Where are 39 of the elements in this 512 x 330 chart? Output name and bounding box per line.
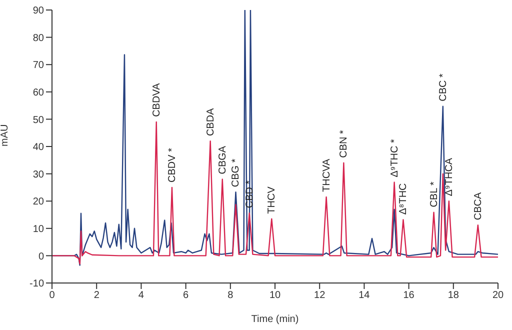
annotation: CBL * [428,181,440,208]
annotation: CBN * [338,130,350,158]
x-tick-label: 8 [228,290,234,302]
x-tick-label: 16 [403,290,415,302]
annotation: CBCA [472,192,484,220]
annotation: CBDV * [166,148,178,182]
annotation: THCV [266,186,278,214]
annotation: Δ⁸THC [398,183,410,215]
y-tick-label: 90 [32,6,44,17]
x-tick-label: 0 [49,290,56,302]
y-tick-label: 80 [32,32,44,44]
y-tick-label: 50 [32,114,44,126]
annotation: Δ⁹THCA [444,158,455,196]
annotation: CBGA [217,146,228,174]
x-axis-title: Time (min) [251,314,299,325]
y-tick-label: -10 [30,278,44,290]
x-tick-label: 2 [94,290,100,302]
annotation: CBDVA [151,82,162,117]
x-tick-label: 18 [448,290,460,302]
y-tick-label: 60 [32,87,44,98]
x-tick-label: 14 [358,290,370,302]
y-axis-title: mAU [0,124,11,146]
y-tick-label: 40 [32,142,44,154]
annotation: Δ⁹THC * [389,138,400,178]
y-tick-label: 20 [32,196,44,208]
y-tick-label: 10 [32,224,44,235]
annotation: CBG * [230,158,242,188]
x-tick-label: 20 [492,290,504,302]
x-tick-label: 10 [269,290,281,302]
annotation: CBD * [244,180,256,208]
y-tick-label: 70 [32,60,44,72]
x-tick-label: 12 [314,290,326,302]
annotation: THCVA [321,158,332,192]
y-tick-label: 0 [38,251,44,262]
x-tick-label: 6 [183,290,190,302]
annotation: CBDA [205,108,216,136]
x-tick-label: 4 [138,290,144,302]
annotation: CBC * [438,73,449,102]
y-tick-label: 30 [32,169,44,180]
